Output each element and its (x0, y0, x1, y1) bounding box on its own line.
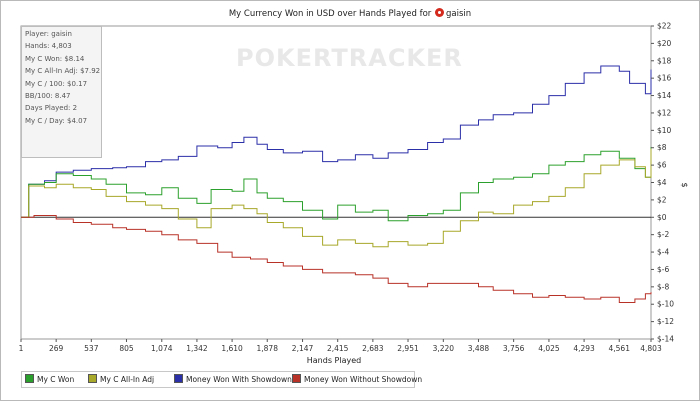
stats-line: BB/100: 8.47 (25, 92, 71, 101)
y-axis-label: $ (680, 182, 689, 187)
y-tick-label: $-8 (657, 282, 669, 291)
x-tick-label: 4,293 (573, 344, 595, 353)
x-tick-label: 2,415 (327, 344, 349, 353)
chart-title: My Currency Won in USD over Hands Played… (0, 8, 700, 19)
y-tick-label: $8 (657, 143, 667, 152)
y-tick-label: $-12 (657, 317, 674, 326)
stats-line: Player: gaisin (25, 30, 72, 38)
legend-item[interactable]: My C All-In Adj (88, 374, 154, 384)
x-tick-label: 2,951 (397, 344, 419, 353)
legend-item[interactable]: Money Won Without Showdown (292, 374, 422, 384)
stats-line: Hands: 4,803 (25, 42, 72, 51)
legend-item[interactable]: Money Won With Showdown (174, 374, 292, 384)
pokertracker-player-icon (435, 8, 445, 17)
x-tick-label: 1,878 (257, 344, 279, 353)
y-tick-label: $-2 (657, 230, 669, 239)
y-tick-label: $-4 (657, 248, 669, 257)
legend: My C Won My C All-In Adj Money Won With Sh… (21, 371, 422, 388)
legend-label: My C Won (37, 375, 75, 384)
x-tick-label: 2,683 (362, 344, 384, 353)
y-tick-label: $12 (657, 108, 672, 117)
series-line-1 (21, 146, 652, 222)
y-tick-label: $16 (657, 74, 672, 83)
y-tick-label: $0 (657, 213, 667, 222)
plot-border (20, 25, 652, 340)
x-tick-label: 1,610 (221, 344, 243, 353)
y-tick-label: $14 (657, 91, 672, 100)
x-tick-label: 3,488 (468, 344, 490, 353)
x-tick-label: 4,561 (609, 344, 631, 353)
x-tick-label: 3,756 (503, 344, 525, 353)
y-tick-label: $-6 (657, 265, 669, 274)
plot-area (20, 25, 652, 340)
y-tick-label: $-10 (657, 300, 674, 309)
axis-layer: 1 269 537 805 1,074 1,342 1,610 1,878 2,147 2,415… (19, 22, 675, 354)
series-line-3 (21, 215, 652, 303)
x-tick-label: 537 (84, 344, 99, 353)
x-tick-label: 1 (19, 344, 24, 353)
x-tick-label: 2,147 (292, 344, 314, 353)
y-tick-label: $18 (657, 56, 672, 65)
stats-line: Days Played: 2 (25, 104, 78, 113)
y-tick-label: $10 (657, 126, 672, 135)
legend-label: My C All-In Adj (100, 375, 155, 384)
stats-line: My C All-In Adj: $7.92 (25, 67, 101, 76)
y-tick-label: $4 (657, 178, 667, 187)
legend-item[interactable]: My C Won (25, 374, 74, 384)
legend-label: Money Won With Showdown (186, 375, 292, 384)
x-tick-label: 805 (119, 344, 134, 353)
series-line-0 (21, 65, 652, 218)
y-tick-label: $-14 (657, 335, 674, 344)
x-tick-label: 4,025 (538, 344, 560, 353)
series-line-2 (21, 148, 652, 248)
legend-swatch (25, 374, 34, 383)
chart-title-text: My Currency Won in USD over Hands Played… (228, 9, 432, 19)
y-tick-label: $6 (657, 161, 667, 170)
chart-title-player: gaisin (446, 9, 472, 19)
legend-swatch (292, 374, 301, 383)
stats-box: Player: gaisin Hands: 4,803 My C Won: $8.1… (21, 26, 102, 158)
legend-swatch (174, 374, 183, 383)
y-tick-label: $20 (657, 39, 672, 48)
x-tick-label: 3,220 (433, 344, 455, 353)
stats-line: My C Won: $8.14 (25, 54, 85, 63)
x-tick-label: 269 (49, 344, 64, 353)
x-tick-label: 1,074 (151, 344, 173, 353)
x-tick-label: 1,342 (186, 344, 208, 353)
x-axis-label: Hands Played (307, 356, 361, 365)
legend-swatch (88, 374, 97, 383)
stats-line: My C / Day: $4.07 (25, 116, 88, 125)
stats-line: My C / 100: $0.17 (25, 79, 88, 88)
legend-label: Money Won Without Showdown (304, 375, 423, 384)
series-layer (21, 65, 652, 303)
x-tick-label: 4,803 (640, 344, 662, 353)
y-tick-label: $22 (657, 22, 672, 31)
y-tick-label: $2 (657, 195, 667, 204)
watermark: POKERTRACKER (236, 44, 463, 72)
